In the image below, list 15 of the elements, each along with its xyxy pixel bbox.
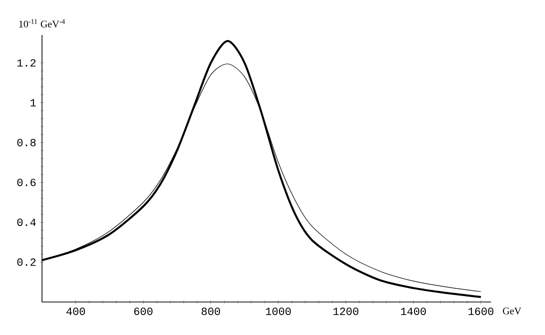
y-tick-label: 0.6	[17, 178, 36, 186]
x-tick-label: 1000	[266, 308, 291, 316]
y-tick-label: 0.4	[17, 218, 36, 226]
y-tick-label: 1.2	[17, 59, 36, 67]
x-tick-label: 400	[66, 308, 85, 316]
x-tick-label: 600	[134, 308, 152, 316]
x-axis-title: GeV	[502, 308, 522, 314]
y-tick-label: 0.8	[17, 138, 36, 146]
x-tick-label: 1600	[468, 308, 494, 316]
y-tick-label: 1	[30, 99, 36, 106]
y-tick-label: 0.2	[17, 258, 36, 266]
x-tick-label: 1400	[401, 308, 426, 316]
x-tick-label: 800	[202, 308, 220, 316]
y-axis-title: 10$^{-11}$ GeV$^{-4}$	[19, 19, 65, 28]
x-tick-label: 1200	[333, 308, 358, 316]
